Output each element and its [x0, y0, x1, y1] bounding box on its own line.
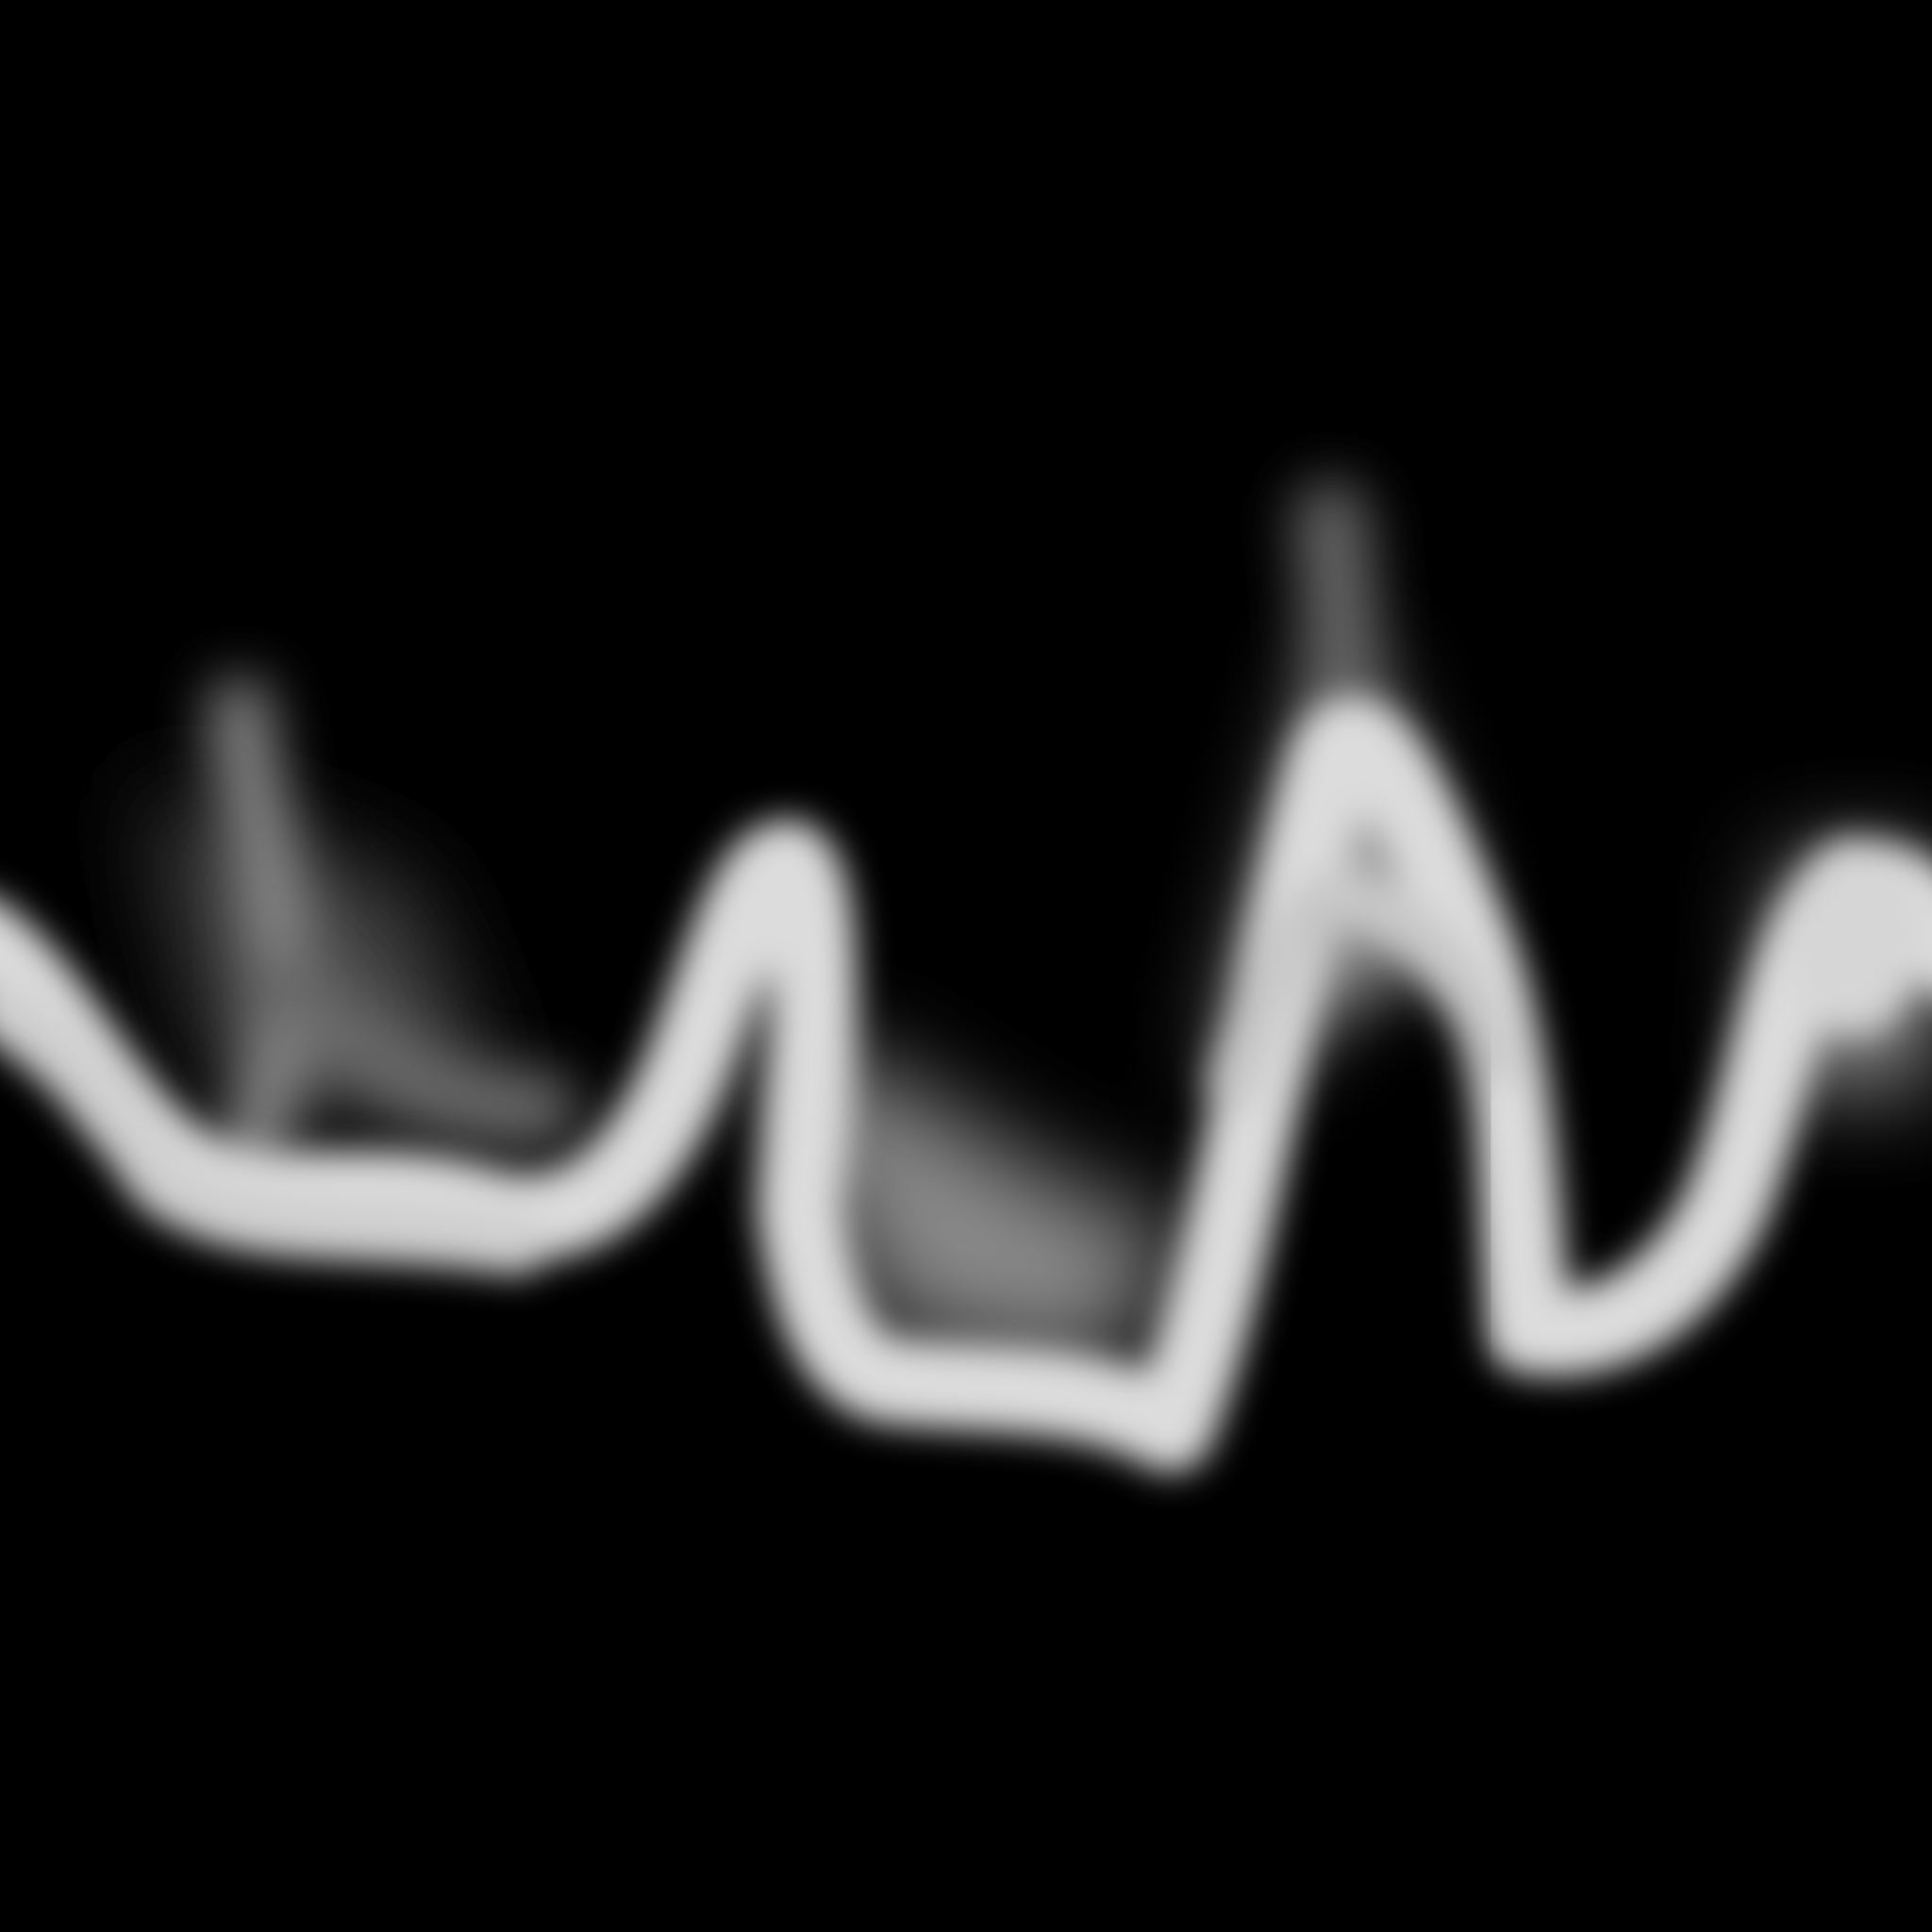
glow-fill	[147, 788, 493, 1109]
wave-stroke	[1204, 869, 1519, 1112]
main-wave	[0, 695, 1932, 1473]
glow-fill	[763, 1059, 1183, 1368]
stroke	[246, 948, 579, 1146]
wave-blob	[1786, 838, 1923, 1036]
wave-stroke	[0, 979, 549, 1275]
shadow-fill	[1342, 1021, 1467, 1455]
stroke	[1293, 480, 1380, 727]
shadow	[1342, 1021, 1467, 1455]
faint-strokes	[209, 480, 1380, 1190]
